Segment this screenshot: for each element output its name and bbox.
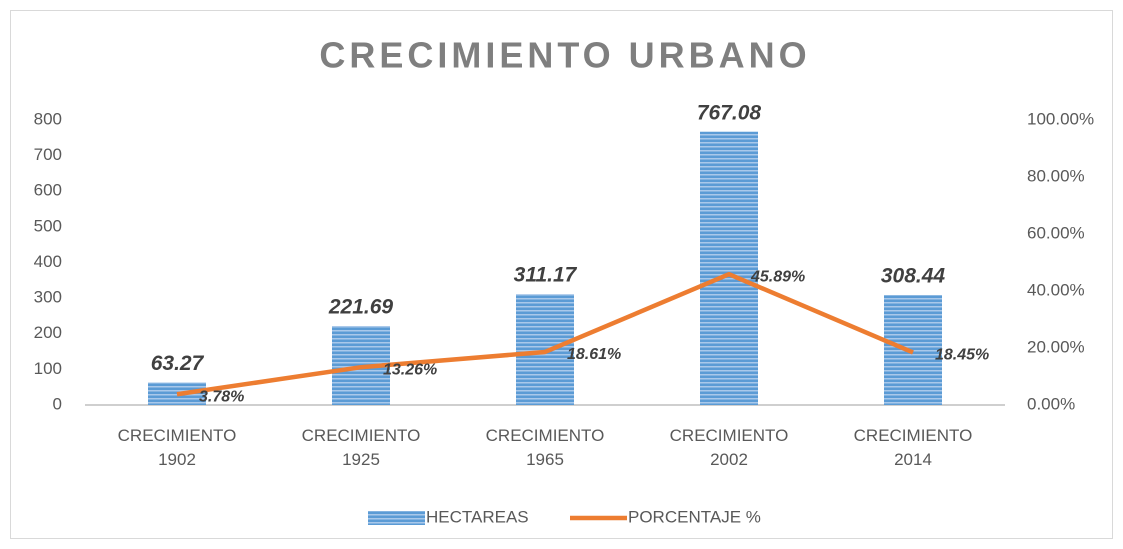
line-value-label: 18.61% (567, 346, 621, 363)
bar-value-label: 311.17 (514, 264, 578, 287)
line-value-label: 18.45% (935, 347, 989, 364)
y-tick-label: 300 (34, 288, 62, 307)
y2-tick-label: 100.00% (1027, 109, 1094, 128)
y-tick-label: 200 (34, 323, 62, 342)
legend-swatch (368, 511, 425, 525)
y2-tick-label: 80.00% (1027, 166, 1085, 185)
y-tick-label: 500 (34, 216, 62, 235)
legend-label: PORCENTAJE % (628, 507, 761, 526)
x-tick-label: CRECIMIENTO 2002 (669, 426, 789, 469)
x-tick-label: CRECIMIENTO 1902 (117, 426, 237, 469)
x-tick-label: CRECIMIENTO 1925 (301, 426, 421, 469)
line-value-label: 13.26% (383, 361, 437, 378)
chart-title: CRECIMIENTO URBANO (319, 35, 810, 76)
x-tick-label: CRECIMIENTO 1965 (485, 426, 605, 469)
bar (700, 131, 758, 405)
line-series (176, 271, 914, 397)
y-tick-label: 0 (53, 394, 62, 413)
y2-tick-label: 20.00% (1027, 337, 1085, 356)
bar-value-label: 221.69 (328, 296, 394, 319)
y-tick-label: 400 (34, 252, 62, 271)
y2-tick-label: 60.00% (1027, 223, 1085, 242)
y-tick-label: 700 (34, 145, 62, 164)
y2-tick-label: 0.00% (1027, 394, 1075, 413)
line-value-label: 45.89% (750, 268, 805, 285)
line-value-label: 3.78% (199, 388, 244, 405)
y-tick-label: 800 (34, 109, 62, 128)
bar-value-label: 308.44 (881, 265, 946, 288)
bar-value-label: 63.27 (151, 352, 205, 375)
y-tick-label: 100 (34, 359, 62, 378)
chart-border (10, 10, 1113, 539)
y-tick-label: 600 (34, 181, 62, 200)
bar-value-label: 767.08 (697, 101, 762, 124)
y2-tick-label: 40.00% (1027, 280, 1085, 299)
x-tick-label: CRECIMIENTO 2014 (853, 426, 973, 469)
legend-label: HECTAREAS (426, 507, 529, 526)
